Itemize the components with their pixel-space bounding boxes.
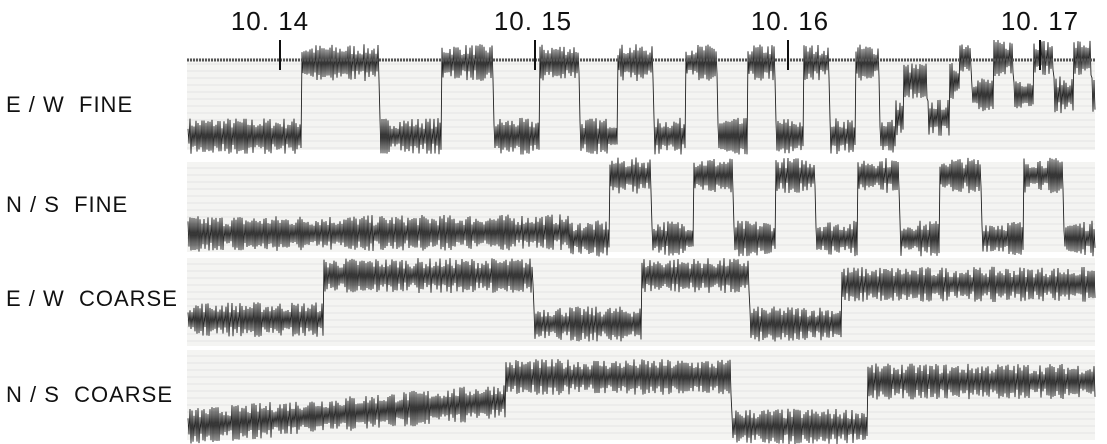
trace	[187, 258, 1096, 342]
trace	[187, 157, 1096, 257]
channel-label: E / W FINE	[6, 92, 134, 117]
trace	[187, 359, 1096, 444]
time-label: 10. 14	[230, 6, 310, 36]
channel-label: N / S COARSE	[6, 382, 174, 407]
time-label: 10. 16	[750, 6, 830, 36]
strip-background	[187, 350, 1095, 440]
time-label: 10. 17	[1000, 6, 1080, 36]
channel-label: N / S FINE	[6, 192, 129, 217]
trace	[187, 39, 1096, 155]
channel-label: E / W COARSE	[6, 286, 178, 311]
time-label: 10. 15	[493, 6, 573, 36]
